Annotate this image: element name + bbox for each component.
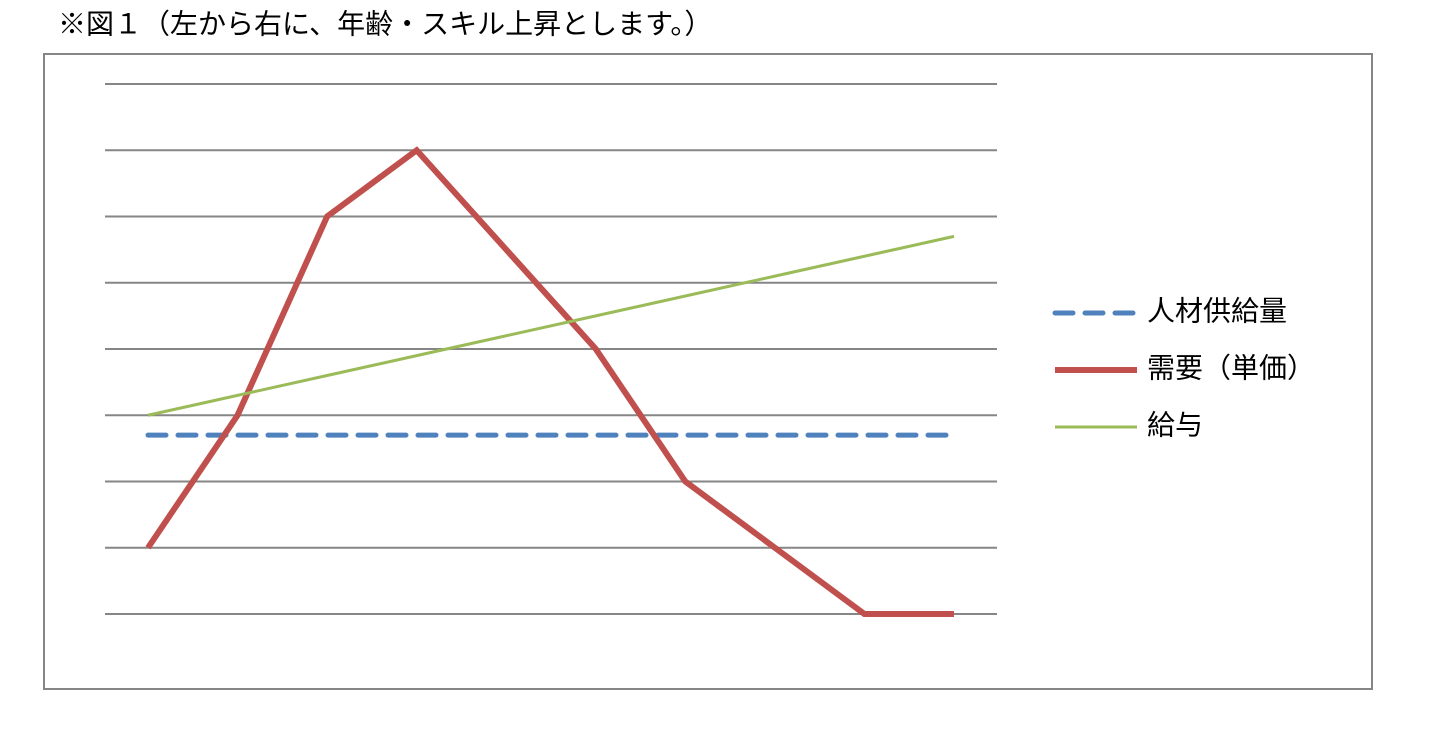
legend-label: 需要（単価） — [1147, 352, 1315, 385]
figure-caption: ※図１（左から右に、年齢・スキル上昇とします。） — [58, 8, 712, 41]
series-line — [145, 146, 954, 617]
series-line — [147, 234, 955, 417]
legend-label: 人材供給量 — [1147, 295, 1287, 328]
legend-label: 給与 — [1147, 409, 1203, 442]
chart-frame — [43, 53, 1373, 690]
